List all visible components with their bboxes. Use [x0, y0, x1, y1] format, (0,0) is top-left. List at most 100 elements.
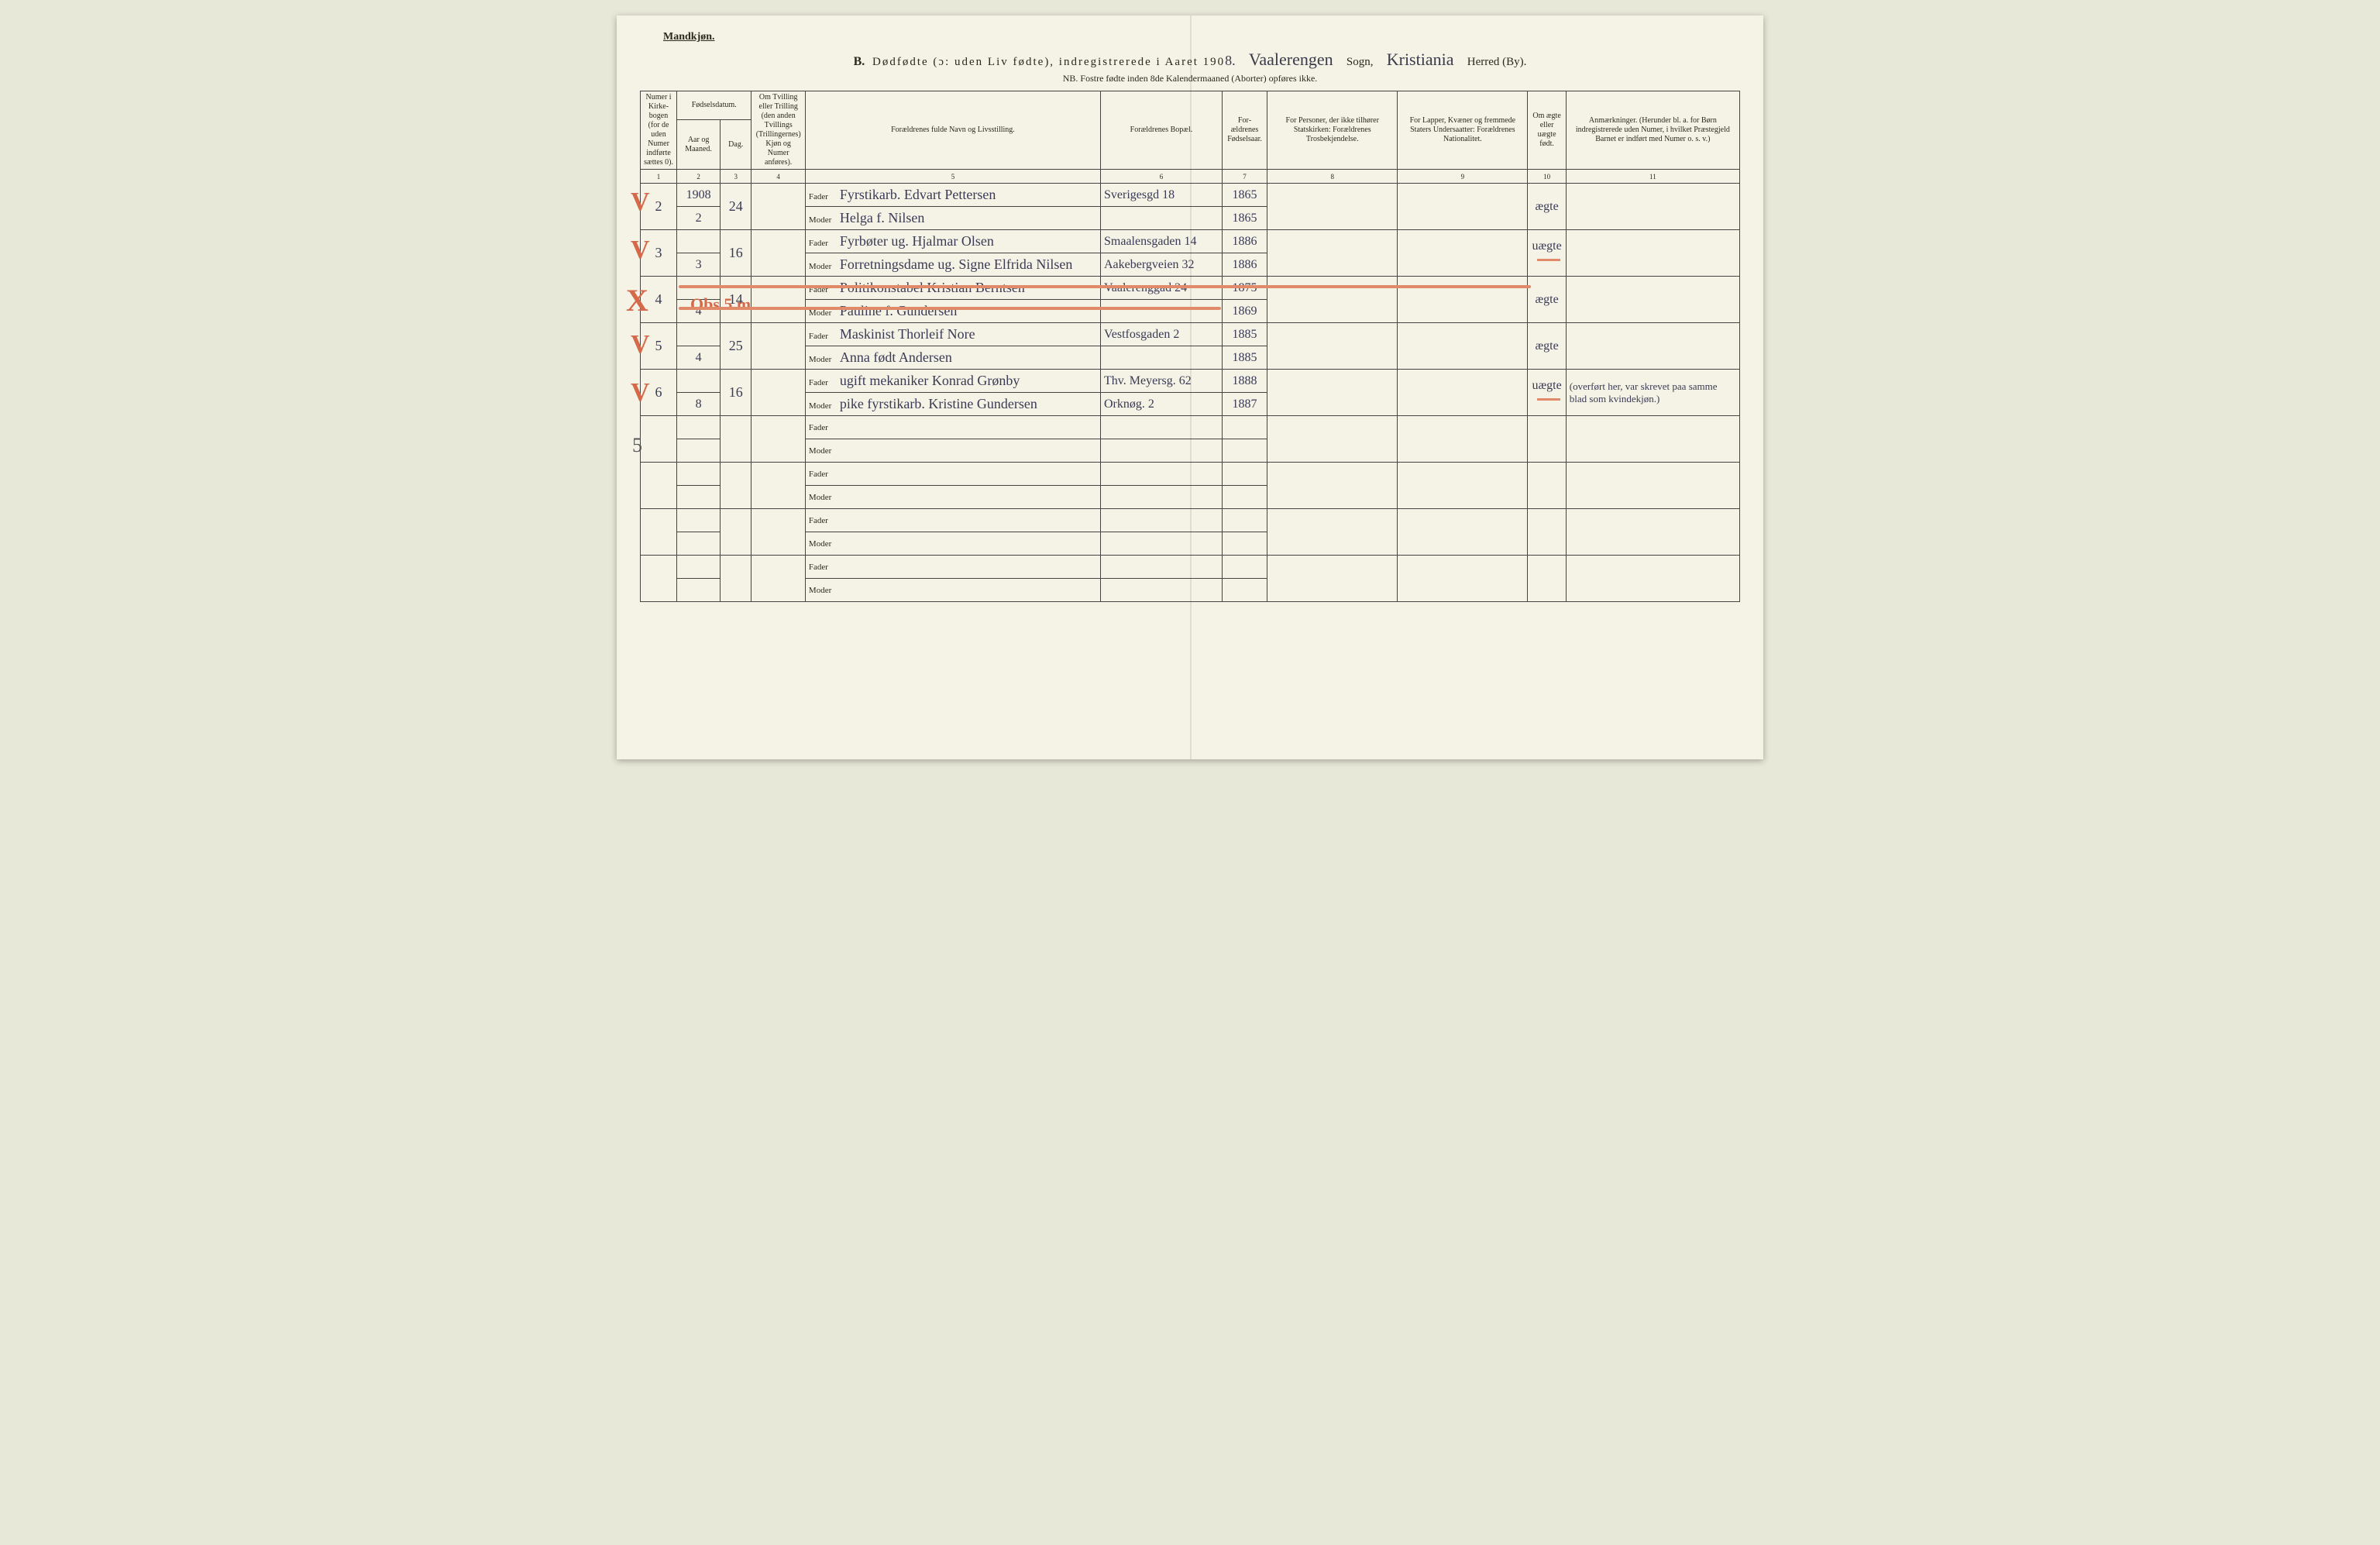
cell-fader-name: FaderFyrbøter ug. Hjalmar Olsen [805, 230, 1100, 253]
red-overwrite-note: Obs 5 m [690, 294, 751, 315]
cell-day: 16 [721, 370, 751, 416]
cell-moder-name: ModerPauline f. Gundersen [805, 300, 1100, 323]
red-check-mark: V [631, 188, 650, 217]
col-num: 7 [1222, 170, 1267, 184]
cell-day: 24 [721, 184, 751, 230]
col-num: 5 [805, 170, 1100, 184]
cell-fader-aar: 1886 [1222, 230, 1267, 253]
table-row-fader: 525FaderMaskinist Thorleif NoreVestfosga… [641, 323, 1740, 346]
cell-tros [1267, 277, 1398, 323]
cell-tros [1267, 370, 1398, 416]
col-header: Aar og Maaned. [677, 120, 721, 170]
title-line: B. Dødfødte (ɔ: uden Liv fødte), indregi… [640, 50, 1740, 70]
cell-fader-name: FaderFyrstikarb. Edvart Pettersen [805, 184, 1100, 207]
red-check-mark: V [631, 236, 650, 265]
cell-aegte: ægte [1528, 184, 1566, 230]
col-num: 9 [1398, 170, 1528, 184]
cell-tros [1267, 323, 1398, 370]
col-header: Om ægte eller uægte født. [1528, 91, 1566, 170]
cell-moder-name: ModerForretningsdame ug. Signe Elfrida N… [805, 253, 1100, 277]
col-header: For­ældrenes Fødsels­aar. [1222, 91, 1267, 170]
cell-year [677, 370, 721, 393]
sub-note: NB. Fostre fødte inden 8de Kalendermaane… [640, 73, 1740, 84]
table-body: 2190824FaderFyrstikarb. Edvart Pettersen… [641, 184, 1740, 602]
col-header: Anmærkninger. (Herunder bl. a. for Børn … [1566, 91, 1739, 170]
cell-moder-name: ModerAnna født Andersen [805, 346, 1100, 370]
cell-fader-aar: 1865 [1222, 184, 1267, 207]
cell-day: 25 [721, 323, 751, 370]
col-header: For Personer, der ikke tilhører Statskir… [1267, 91, 1398, 170]
red-check-mark: V [631, 330, 650, 360]
cell-moder-aar: 1886 [1222, 253, 1267, 277]
herred-label: Herred (By). [1467, 56, 1527, 68]
col-header: Forældrenes fulde Navn og Livsstilling. [805, 91, 1100, 170]
cell-aegte: ægte [1528, 277, 1566, 323]
margin-note: 5 [632, 434, 642, 457]
title-prefix: B. [854, 55, 865, 68]
cell-moder-bopel: Aakebergveien 32 [1101, 253, 1223, 277]
cell-year [677, 230, 721, 253]
cell-fader-empty: Fader [805, 416, 1100, 439]
col-num: 4 [751, 170, 805, 184]
red-cross-mark: X [626, 282, 648, 318]
col-num: 11 [1566, 170, 1739, 184]
col-num: 1 [641, 170, 677, 184]
gender-heading: Mandkjøn. [663, 31, 1740, 43]
cell-aegte: uægte [1528, 370, 1566, 416]
cell-fader-empty: Fader [805, 463, 1100, 486]
register-page: Mandkjøn. B. Dødfødte (ɔ: uden Liv fødte… [617, 15, 1763, 759]
column-number-row: 1 2 3 4 5 6 7 8 9 10 11 [641, 170, 1740, 184]
cell-fader-bopel: Sverigesgd 18 [1101, 184, 1223, 207]
cell-month: 3 [677, 253, 721, 277]
red-strikeout [679, 307, 1221, 310]
cell-anm [1566, 277, 1739, 323]
cell-fader-aar: 1885 [1222, 323, 1267, 346]
cell-anm [1566, 323, 1739, 370]
cell-fader-bopel: Vestfosgaden 2 [1101, 323, 1223, 346]
col-header: Om Tvilling eller Trilling (den anden Tv… [751, 91, 805, 170]
table-row-fader: 316FaderFyrbøter ug. Hjalmar OlsenSmaale… [641, 230, 1740, 253]
herred-handwritten: Kristiania [1382, 50, 1459, 69]
cell-moder-bopel [1101, 300, 1223, 323]
table-row-empty: Fader [641, 463, 1740, 486]
cell-moder-empty: Moder [805, 532, 1100, 556]
cell-fader-bopel: Smaalensgaden 14 [1101, 230, 1223, 253]
col-num: 10 [1528, 170, 1566, 184]
cell-tros [1267, 230, 1398, 277]
register-table: Numer i Kirke­bogen (for de uden Numer i… [640, 91, 1740, 602]
cell-moder-bopel [1101, 207, 1223, 230]
cell-moder-name: Moderpike fyrstikarb. Kristine Gundersen [805, 393, 1100, 416]
cell-fader-name: FaderMaskinist Thorleif Nore [805, 323, 1100, 346]
cell-month: 8 [677, 393, 721, 416]
col-header: Forældrenes Bopæl. [1101, 91, 1223, 170]
cell-month: 4 [677, 346, 721, 370]
sogn-label: Sogn, [1346, 56, 1374, 68]
table-row-empty: Fader [641, 509, 1740, 532]
title-main: Dødfødte (ɔ: uden Liv fødte), indregistr… [872, 56, 1225, 68]
cell-fader-bopel: Thv. Meyersg. 62 [1101, 370, 1223, 393]
cell-nat [1398, 184, 1528, 230]
table-row-empty: Fader [641, 416, 1740, 439]
cell-anm [1566, 184, 1739, 230]
cell-twin [751, 277, 805, 323]
cell-twin [751, 230, 805, 277]
cell-year: 1908 [677, 184, 721, 207]
cell-twin [751, 370, 805, 416]
col-num: 2 [677, 170, 721, 184]
col-header: Dag. [721, 120, 751, 170]
red-check-mark: V [631, 378, 650, 408]
cell-fader-name: Faderugift mekaniker Konrad Grønby [805, 370, 1100, 393]
cell-nat [1398, 370, 1528, 416]
table-row-fader: 2190824FaderFyrstikarb. Edvart Pettersen… [641, 184, 1740, 207]
cell-aegte: ægte [1528, 323, 1566, 370]
col-num: 6 [1101, 170, 1223, 184]
col-header: For Lapper, Kvæner og fremmede Staters U… [1398, 91, 1528, 170]
cell-twin [751, 184, 805, 230]
cell-nat [1398, 277, 1528, 323]
cell-year [677, 323, 721, 346]
cell-moder-bopel: Orknøg. 2 [1101, 393, 1223, 416]
cell-fader-aar: 1888 [1222, 370, 1267, 393]
cell-moder-aar: 1865 [1222, 207, 1267, 230]
cell-anm [1566, 230, 1739, 277]
cell-moder-aar: 1887 [1222, 393, 1267, 416]
